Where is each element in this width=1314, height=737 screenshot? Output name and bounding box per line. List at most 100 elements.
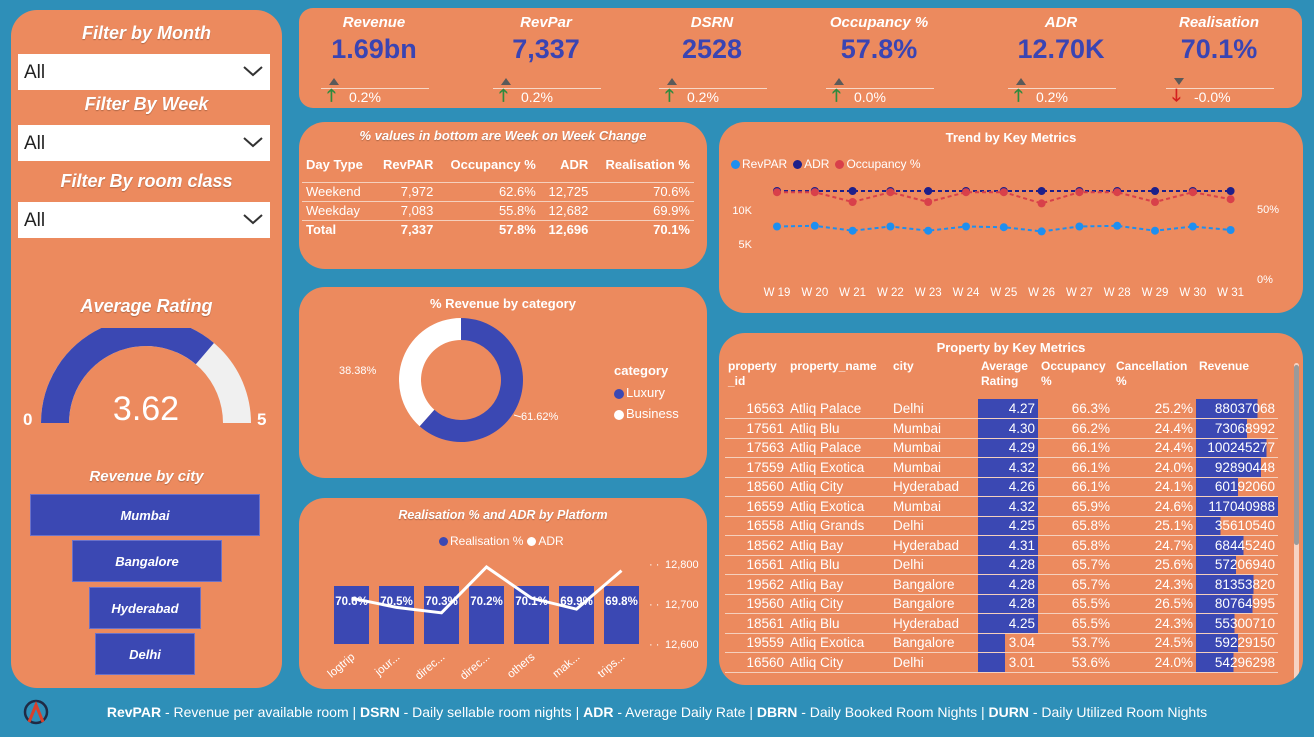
y-tick-right: 12,700 bbox=[665, 599, 699, 611]
data-point bbox=[1075, 188, 1084, 197]
kpi-change: 🡑 0.2% bbox=[986, 78, 1136, 105]
table-cell: 66.3% bbox=[1038, 399, 1113, 419]
room-filter-dropdown[interactable]: All bbox=[18, 202, 270, 238]
data-point bbox=[1075, 222, 1084, 231]
table-cell: 19562 bbox=[725, 574, 787, 595]
legend-label: Luxury bbox=[626, 385, 666, 400]
legend-item: Realisation % bbox=[439, 534, 523, 548]
x-tick-label: mak... bbox=[551, 651, 583, 680]
table-cell: 88037068 bbox=[1196, 399, 1278, 419]
property-table-header[interactable]: city bbox=[893, 359, 914, 373]
table-cell: Atliq Bay bbox=[787, 574, 890, 595]
table-cell: Mumbai bbox=[890, 457, 978, 478]
x-tick-label: W 24 bbox=[953, 287, 980, 299]
table-cell: 4.32 bbox=[978, 457, 1038, 478]
category-legend-title: category bbox=[614, 363, 669, 378]
week-table: Day Type RevPAR Occupancy % ADR Realisation … bbox=[302, 148, 694, 239]
table-cell: 19560 bbox=[725, 594, 787, 614]
week-table-header: Day Type bbox=[306, 157, 363, 173]
week-table-header: ADR bbox=[560, 157, 589, 173]
table-row: 16559 Atliq Exotica Mumbai 4.32 65.9% 24.6% 11… bbox=[725, 496, 1278, 517]
table-cell: Atliq City bbox=[787, 477, 890, 497]
legend-label: ADR bbox=[538, 534, 564, 548]
table-cell: Atliq Blu bbox=[787, 555, 890, 575]
property-table-header[interactable]: property_name bbox=[790, 359, 877, 373]
property-table-header[interactable]: property _id bbox=[728, 359, 777, 388]
kpi-title: RevPar bbox=[520, 14, 572, 31]
rating-value: 3.62 bbox=[112, 390, 180, 428]
kpi-change-value: 0.2% bbox=[1036, 89, 1068, 105]
city-bar-bangalore: Bangalore bbox=[72, 540, 222, 582]
data-point bbox=[848, 187, 857, 195]
data-point bbox=[773, 222, 781, 231]
table-cell: 12,725 bbox=[539, 181, 593, 201]
rating-gauge bbox=[41, 328, 251, 423]
kpi-card-4: ADR 12.70K 🡑 0.2% bbox=[986, 14, 1136, 105]
property-table-header[interactable]: Occupancy % bbox=[1041, 359, 1106, 388]
week-table-panel: % values in bottom are Week on Week Chan… bbox=[299, 122, 707, 269]
week-filter-dropdown[interactable]: All bbox=[18, 125, 270, 161]
bar-data-label: 69.9% bbox=[560, 596, 593, 608]
kpi-card-2: DSRN 2528 🡑 0.2% bbox=[637, 14, 787, 105]
table-cell: 24.1% bbox=[1113, 477, 1196, 497]
property-table-header[interactable]: Average Rating bbox=[981, 359, 1028, 388]
legend-dot-icon bbox=[439, 537, 448, 547]
x-tick-label: W 23 bbox=[915, 287, 942, 299]
table-row: 18562 Atliq Bay Hyderabad 4.31 65.8% 24.7% 684… bbox=[725, 535, 1278, 556]
data-point bbox=[773, 188, 781, 197]
table-cell: 24.7% bbox=[1113, 535, 1196, 556]
arrow-down-icon: 🡓 bbox=[1172, 86, 1181, 105]
bar-realisation bbox=[559, 586, 594, 644]
table-row: 19562 Atliq Bay Bangalore 4.28 65.7% 24.3% 813… bbox=[725, 574, 1278, 595]
kpi-change-value: 0.2% bbox=[687, 89, 719, 105]
table-cell: 65.7% bbox=[1038, 555, 1113, 575]
table-cell: 65.5% bbox=[1038, 613, 1113, 634]
kpi-change-value: 0.2% bbox=[521, 89, 553, 105]
table-cell: 57.8% bbox=[437, 219, 540, 239]
table-row: 19559 Atliq Exotica Bangalore 3.04 53.7% 24.5… bbox=[725, 633, 1278, 653]
legend-item: ADR bbox=[527, 534, 564, 548]
x-tick-label: W 28 bbox=[1104, 287, 1131, 299]
footer-definition: - Daily Booked Room Nights | bbox=[797, 704, 989, 720]
table-cell: 68445240 bbox=[1196, 535, 1278, 556]
scrollbar-thumb[interactable] bbox=[1294, 365, 1299, 545]
legend-label: Realisation % bbox=[450, 534, 524, 548]
table-cell: 4.30 bbox=[978, 418, 1038, 439]
table-cell: Atliq Exotica bbox=[787, 457, 890, 478]
bar-data-label: 69.8% bbox=[605, 596, 638, 608]
data-point bbox=[1188, 222, 1197, 231]
property-table-header[interactable]: Cancellation % bbox=[1116, 359, 1188, 388]
trend-panel: Trend by Key Metrics RevPAR ADR Occupancy … bbox=[719, 122, 1303, 313]
kpi-value: 70.1% bbox=[1180, 34, 1258, 64]
property-table-header[interactable]: Revenue bbox=[1199, 359, 1250, 373]
table-cell: 4.25 bbox=[978, 613, 1038, 634]
y-tick-right: 12,800 bbox=[665, 559, 699, 571]
arrow-up-icon: 🡑 bbox=[499, 86, 508, 105]
data-point bbox=[962, 222, 970, 231]
table-cell: 16561 bbox=[725, 555, 787, 575]
x-tick-label: W 21 bbox=[839, 287, 866, 299]
arrow-up-icon: 🡑 bbox=[832, 86, 841, 105]
footer-term: DURN bbox=[988, 704, 1029, 720]
footer-definition: - Daily Utilized Room Nights bbox=[1028, 704, 1208, 720]
x-tick-label: W 27 bbox=[1066, 287, 1093, 299]
table-cell: 25.6% bbox=[1113, 555, 1196, 575]
month-filter-dropdown[interactable]: All bbox=[18, 54, 270, 90]
legend-label: Business bbox=[626, 406, 679, 421]
data-point bbox=[810, 188, 819, 197]
table-cell: 4.26 bbox=[978, 477, 1038, 497]
table-cell: Atliq Grands bbox=[787, 516, 890, 536]
x-tick-label: W 22 bbox=[877, 287, 904, 299]
scrollbar[interactable] bbox=[1294, 363, 1299, 681]
table-cell: 25.2% bbox=[1113, 399, 1196, 419]
rating-title: Average Rating bbox=[80, 296, 213, 316]
trend-line-chart: 10K 5K 50% 0% W 19 W 20 W 21 W 22 W 23 W 24 W 25 W … bbox=[732, 187, 1279, 299]
property-table-scroll[interactable]: property _id property_name city Average Rat… bbox=[725, 359, 1287, 681]
category-panel: % Revenue by category 61.62% 38.38% categ… bbox=[299, 287, 707, 478]
legend-item-luxury: Luxury bbox=[614, 385, 679, 400]
x-tick-label: direc... bbox=[458, 651, 492, 682]
table-cell: 65.5% bbox=[1038, 594, 1113, 614]
table-cell: Delhi bbox=[890, 652, 978, 673]
kpi-change: 🡑 0.2% bbox=[637, 78, 787, 105]
table-cell: 24.4% bbox=[1113, 438, 1196, 458]
